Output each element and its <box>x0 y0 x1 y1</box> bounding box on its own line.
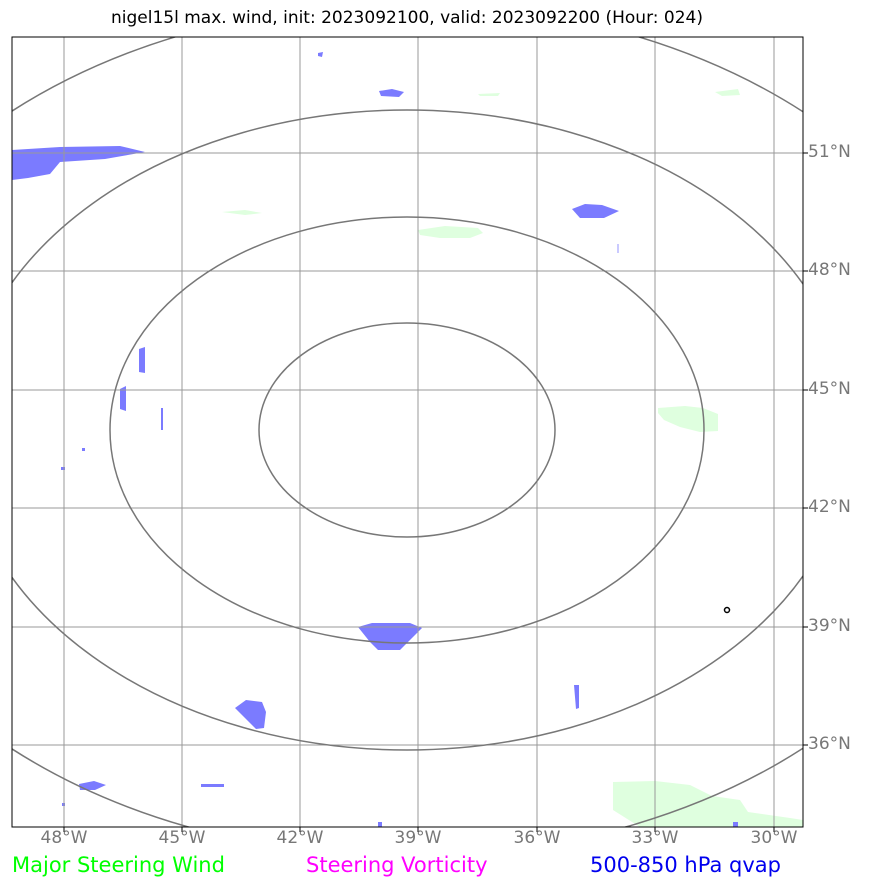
range-rings <box>12 37 803 827</box>
x-tick-label: 48°W <box>40 828 88 848</box>
tick-marks <box>63 152 808 832</box>
map-frame <box>11 36 804 828</box>
legend-steering-vorticity: Steering Vorticity <box>306 853 488 877</box>
gridlines <box>12 37 803 827</box>
legend-qvap: 500-850 hPa qvap <box>590 853 781 877</box>
legend-major-steering-wind: Major Steering Wind <box>12 853 225 877</box>
x-tick-label: 36°W <box>513 828 561 848</box>
y-tick-label: 48°N <box>808 260 851 280</box>
y-tick-label: 36°N <box>808 734 851 754</box>
y-tick-label: 51°N <box>808 142 851 162</box>
x-tick-label: 30°W <box>750 828 798 848</box>
x-tick-label: 33°W <box>631 828 679 848</box>
map-title: nigel15l max. wind, init: 2023092100, va… <box>111 8 703 28</box>
x-tick-label: 45°W <box>158 828 206 848</box>
y-tick-label: 39°N <box>808 616 851 636</box>
qvap-regions <box>12 52 738 827</box>
x-tick-label: 42°W <box>276 828 324 848</box>
storm-center-marker <box>723 606 731 614</box>
y-tick-label: 45°N <box>808 379 851 399</box>
x-tick-label: 39°W <box>394 828 442 848</box>
y-tick-label: 42°N <box>808 497 851 517</box>
